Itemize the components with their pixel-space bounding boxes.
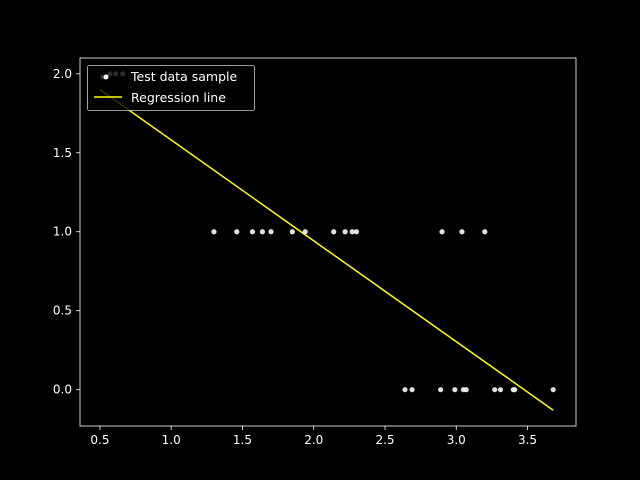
x-tick-label: 3.5 [518, 433, 537, 447]
y-tick-label: 2.0 [53, 67, 72, 81]
x-axis: 0.5 1.0 1.5 2.0 2.5 3.0 3.5 [90, 426, 537, 447]
data-point [497, 387, 504, 393]
data-point [492, 387, 498, 393]
y-tick-label: 1.0 [53, 225, 72, 239]
x-tick-label: 1.5 [233, 433, 252, 447]
data-point [353, 229, 360, 235]
legend-label-points: Test data sample [130, 69, 237, 84]
data-point [550, 387, 556, 393]
data-point [234, 229, 240, 235]
legend-label-line: Regression line [131, 90, 226, 105]
data-point [349, 229, 355, 235]
data-point [437, 387, 444, 393]
data-point [342, 229, 348, 235]
y-tick-label: 0.5 [53, 304, 72, 318]
data-point [289, 229, 295, 235]
y-tick-label: 1.5 [53, 146, 72, 160]
x-tick-label: 2.0 [304, 433, 323, 447]
x-tick-label: 1.0 [162, 433, 181, 447]
data-point [512, 387, 518, 393]
data-point [268, 229, 274, 235]
data-point [302, 229, 308, 235]
y-axis: 0.0 0.5 1.0 1.5 2.0 [53, 67, 80, 397]
y-tick-label: 0.0 [53, 383, 72, 397]
x-tick-label: 3.0 [447, 433, 466, 447]
plot-area [79, 57, 577, 427]
legend: Test data sample Regression line [87, 65, 255, 111]
data-point [452, 387, 458, 393]
data-point [409, 387, 415, 393]
data-point [331, 229, 337, 235]
data-point [459, 229, 465, 235]
x-tick-label: 2.5 [375, 433, 394, 447]
data-point [211, 229, 217, 235]
data-point [439, 229, 445, 235]
data-point [259, 229, 266, 235]
regression-line [99, 88, 554, 411]
data-point [402, 387, 408, 393]
x-tick-label: 0.5 [90, 433, 109, 447]
legend-marker-points [103, 74, 109, 80]
data-point [482, 229, 488, 235]
data-point [249, 229, 256, 235]
data-point [463, 387, 469, 393]
legend-box [87, 65, 255, 111]
